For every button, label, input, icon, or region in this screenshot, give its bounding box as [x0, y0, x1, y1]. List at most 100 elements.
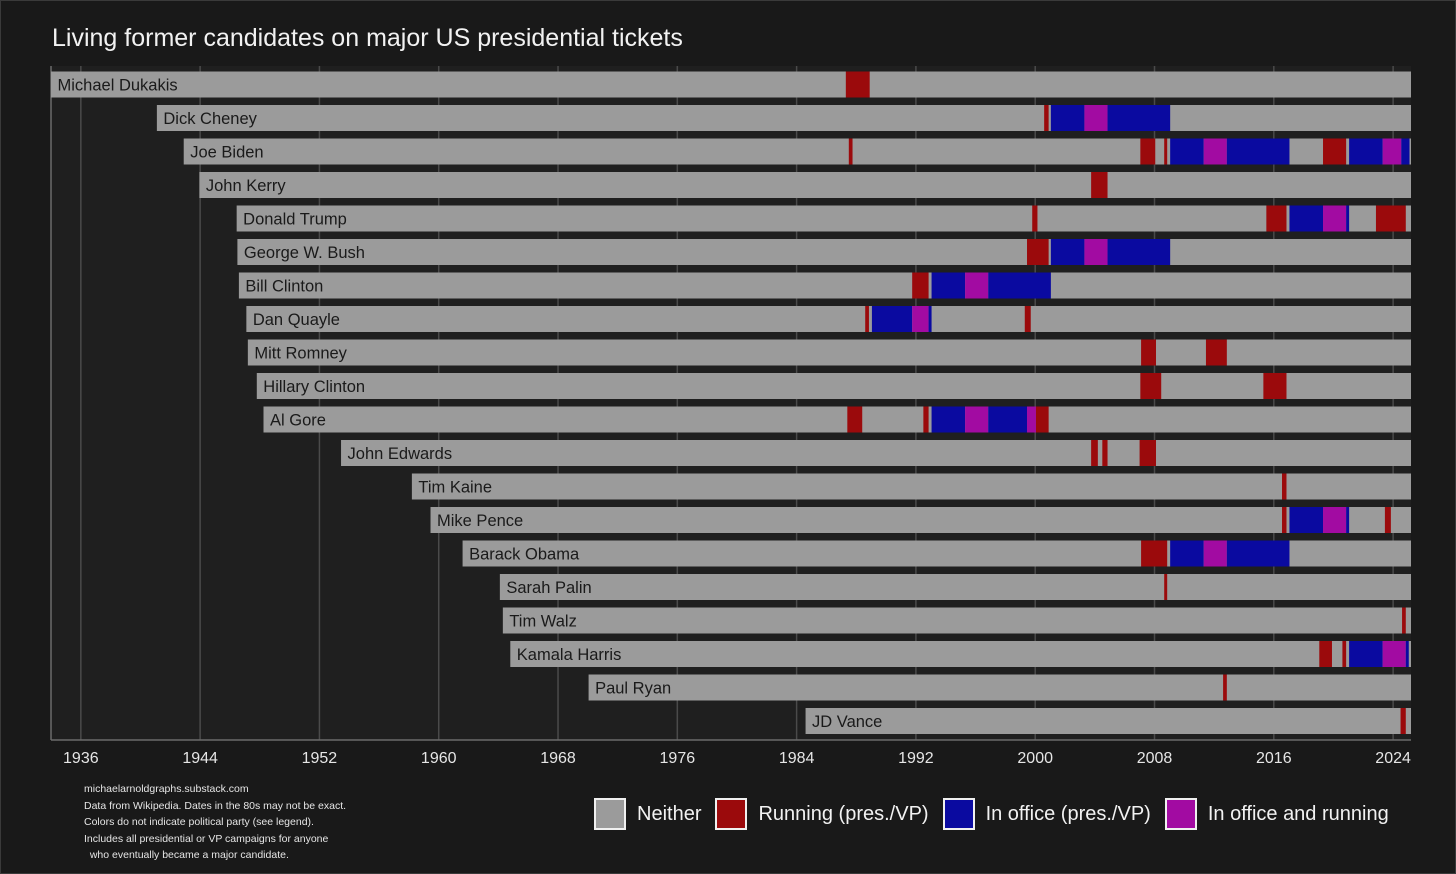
- person-bar: [502, 607, 1411, 634]
- person-bar: [411, 473, 1411, 500]
- segment-both: [1382, 138, 1402, 165]
- segment-office: [1405, 641, 1409, 667]
- segment-running: [847, 406, 863, 433]
- x-tick-label: 1968: [540, 750, 576, 767]
- legend-item-both: In office and running: [1164, 798, 1389, 830]
- segment-running: [912, 272, 929, 299]
- person-label: Mitt Romney: [254, 345, 347, 363]
- person-bar: [341, 440, 1412, 466]
- segment-running: [1102, 440, 1108, 466]
- segment-office: [1050, 239, 1085, 265]
- segment-running: [1091, 440, 1098, 466]
- person-bar: [246, 306, 1412, 332]
- x-tick-label: 2000: [1017, 750, 1053, 767]
- person-bar: [156, 105, 1411, 131]
- segment-running: [1164, 138, 1168, 165]
- person-label: Kamala Harris: [517, 646, 622, 664]
- person-bar: [247, 339, 1412, 366]
- person-label: Al Gore: [270, 412, 326, 430]
- footnote: michaelarnoldgraphs.substack.com Data fr…: [84, 781, 346, 864]
- person-label: Joe Biden: [190, 144, 263, 162]
- person-bar: [237, 239, 1411, 265]
- segment-office: [1346, 507, 1350, 533]
- x-tick-label: 1944: [182, 750, 218, 767]
- person-label: Dick Cheney: [163, 110, 257, 128]
- segment-running: [1384, 507, 1391, 533]
- segment-running: [1139, 440, 1156, 466]
- person-label: Tim Walz: [509, 613, 577, 631]
- person-label: Sarah Palin: [506, 579, 591, 597]
- segment-office: [871, 306, 913, 332]
- segment-office: [1349, 641, 1383, 667]
- legend-label: Neither: [637, 802, 702, 825]
- person-label: Donald Trump: [243, 211, 347, 229]
- segment-running: [1140, 373, 1162, 399]
- x-tick-label: 1976: [660, 750, 696, 767]
- person-bar: [510, 641, 1412, 667]
- person-bar: [236, 205, 1411, 232]
- person-label: John Kerry: [206, 177, 287, 195]
- segment-running: [1164, 574, 1168, 600]
- x-tick-label: 1952: [302, 750, 338, 767]
- segment-office: [928, 306, 932, 332]
- segment-running: [848, 138, 853, 165]
- segment-running: [1141, 540, 1168, 567]
- footnote-line: michaelarnoldgraphs.substack.com: [84, 783, 249, 795]
- chart-title: Living former candidates on major US pre…: [52, 24, 683, 52]
- segment-running: [1035, 406, 1049, 433]
- segment-running: [1141, 339, 1156, 366]
- segment-running: [1323, 138, 1347, 165]
- footnote-line: Includes all presidential or VP campaign…: [84, 832, 329, 845]
- segment-office: [1107, 239, 1171, 265]
- person-bar: [199, 172, 1411, 198]
- segment-both: [965, 406, 989, 433]
- segment-office: [1170, 540, 1204, 567]
- legend-item-neither: Neither: [594, 798, 701, 830]
- plot-area: [51, 66, 1411, 740]
- segment-running: [1024, 306, 1031, 332]
- footnote-line: Colors do not indicate political party (…: [84, 816, 314, 828]
- person-label: Barack Obama: [469, 546, 580, 564]
- segment-both: [1084, 105, 1108, 131]
- segment-office: [1226, 138, 1290, 165]
- segment-running: [1091, 172, 1108, 198]
- legend-swatch-neither: [594, 798, 626, 830]
- person-label: JD Vance: [812, 713, 882, 731]
- segment-both: [1203, 138, 1227, 165]
- segment-running: [1027, 239, 1049, 265]
- legend-label: Running (pres./VP): [758, 802, 929, 825]
- x-tick-label: 1992: [898, 750, 934, 767]
- segment-running: [845, 71, 870, 98]
- segment-both: [1323, 507, 1347, 533]
- person-label: Michael Dukakis: [58, 77, 178, 95]
- segment-office: [931, 272, 966, 299]
- segment-both: [1382, 641, 1406, 667]
- segment-office: [1346, 205, 1350, 232]
- segment-running: [1282, 507, 1287, 533]
- segment-running: [1263, 373, 1287, 399]
- segment-running: [1402, 607, 1406, 634]
- x-tick-label: 1984: [779, 750, 815, 767]
- segment-running: [1205, 339, 1227, 366]
- person-bar: [51, 71, 1411, 98]
- person-label: Mike Pence: [437, 512, 523, 530]
- segment-office: [1289, 507, 1324, 533]
- segment-both: [912, 306, 929, 332]
- person-bar: [238, 272, 1411, 299]
- x-tick-label: 1936: [63, 750, 99, 767]
- x-tick-label: 2016: [1256, 750, 1292, 767]
- legend-item-office: In office (pres./VP): [942, 798, 1151, 830]
- segment-office: [1226, 540, 1290, 567]
- segment-office: [988, 406, 1028, 433]
- segment-office: [1289, 205, 1324, 232]
- person-bar: [263, 406, 1411, 433]
- segment-both: [1323, 205, 1347, 232]
- segment-running: [1400, 708, 1406, 734]
- segment-running: [1223, 674, 1227, 701]
- person-bar: [256, 373, 1412, 399]
- segment-running: [1342, 641, 1347, 667]
- x-tick-label: 2024: [1375, 750, 1411, 767]
- segment-office: [988, 272, 1051, 299]
- segment-running: [1032, 205, 1038, 232]
